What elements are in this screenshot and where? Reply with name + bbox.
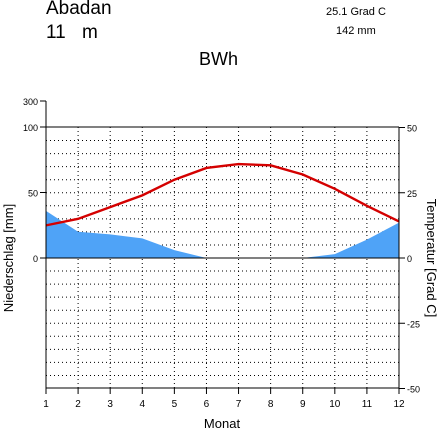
- left-axis-label: Niederschlag [mm]: [1, 204, 16, 312]
- x-tick-label: 3: [107, 399, 113, 410]
- x-tick-label: 8: [268, 399, 274, 410]
- grid: [46, 127, 399, 388]
- x-tick-label: 1: [43, 399, 49, 410]
- left-tick-label: 50: [28, 189, 38, 199]
- x-tick-label: 7: [236, 399, 242, 410]
- x-tick-label: 2: [75, 399, 81, 410]
- x-tick-label: 6: [204, 399, 210, 410]
- station-name: Abadan: [46, 0, 112, 19]
- elevation-value: 11: [46, 22, 66, 43]
- left-tick-label: 100: [23, 123, 38, 133]
- x-axis-label: Monat: [204, 416, 241, 430]
- right-axis-label: Temperatur [Grad C]: [424, 199, 439, 318]
- right-tick-label: 25: [407, 189, 417, 199]
- precipitation-area: [46, 210, 399, 258]
- right-tick-label: -50: [407, 385, 420, 395]
- right-tick-label: 0: [407, 254, 412, 264]
- x-tick-label: 4: [139, 399, 145, 410]
- mean-temperature: 25.1 Grad C: [326, 6, 386, 18]
- elevation-unit: m: [82, 22, 98, 43]
- temperature-line: [45, 162, 400, 227]
- left-tick-label: 0: [33, 254, 38, 264]
- x-tick-label: 10: [329, 399, 341, 410]
- climate-class: BWh: [199, 49, 239, 69]
- left-tick-label-extra: 300: [23, 97, 38, 107]
- x-tick-label: 11: [362, 399, 373, 410]
- right-tick-label: -25: [407, 319, 420, 329]
- x-tick-label: 9: [300, 399, 306, 410]
- x-tick-label: 5: [172, 399, 178, 410]
- annual-precipitation: 142 mm: [336, 25, 376, 37]
- right-tick-label: 50: [407, 124, 417, 134]
- x-tick-label: 12: [393, 399, 405, 410]
